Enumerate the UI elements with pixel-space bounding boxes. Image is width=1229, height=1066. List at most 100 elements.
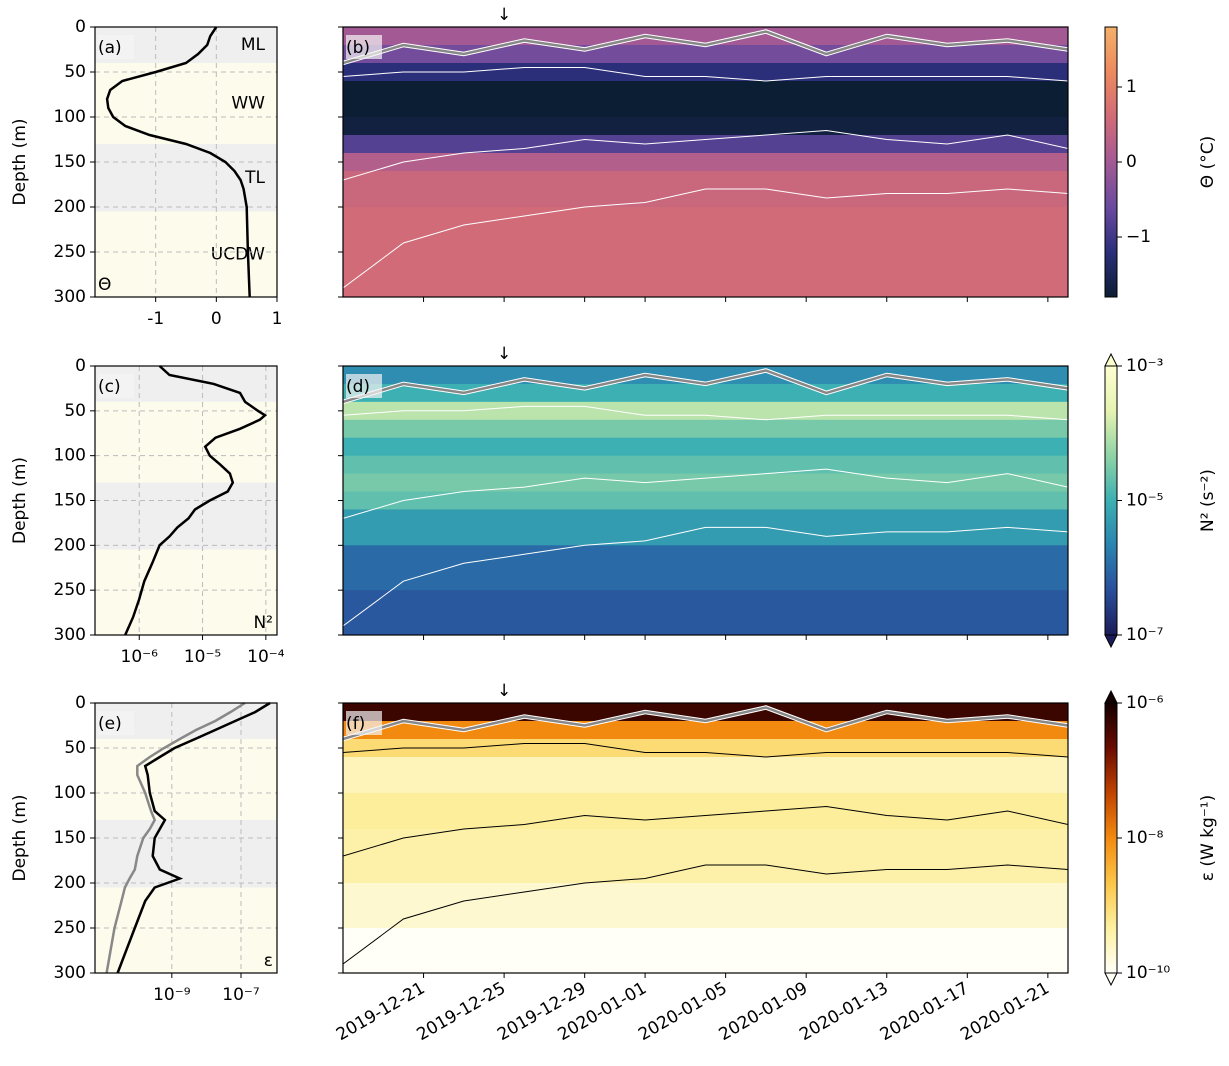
heat-band	[343, 99, 1068, 118]
heat-band	[343, 775, 1068, 794]
x-tick-label: 2020-01-05	[635, 978, 731, 1045]
y-tick-label: 200	[54, 535, 86, 555]
panel-label: (f)	[346, 714, 365, 734]
colorbar-label: N² (s⁻²)	[1198, 469, 1218, 532]
y-axis-label: Depth (m)	[10, 794, 30, 881]
layer-label: ML	[241, 35, 266, 55]
heat-band	[343, 883, 1068, 929]
heat-band	[343, 721, 1068, 740]
heat-band	[343, 135, 1068, 154]
panel-label-box	[346, 35, 382, 59]
profile-line	[124, 365, 268, 636]
colorbar-extend	[1104, 352, 1118, 367]
colorbar-tick-label: 10⁻⁶	[1126, 693, 1164, 713]
heat-band	[343, 545, 1068, 591]
layer-band	[95, 63, 277, 144]
colorbar	[1104, 702, 1118, 974]
panel-label: (c)	[98, 377, 121, 397]
heat-band	[343, 419, 1068, 439]
y-tick-label: 250	[54, 580, 86, 600]
layer-band	[95, 820, 277, 888]
corner-label: ε	[264, 951, 273, 971]
y-tick-label: 0	[75, 693, 86, 713]
panel-label-box	[98, 35, 134, 59]
y-tick-label: 300	[54, 625, 86, 645]
contour-line	[343, 864, 1068, 965]
heat-band	[343, 757, 1068, 776]
x-tick-label: 10⁻⁷	[222, 985, 260, 1005]
y-tick-label: 100	[54, 107, 86, 127]
contour-line	[343, 468, 1068, 519]
y-tick-label: 200	[54, 873, 86, 893]
heat-band	[343, 45, 1068, 64]
x-tick-label: -1	[147, 309, 164, 329]
x-tick-label: 10⁻⁵	[184, 647, 221, 667]
plot-area	[343, 366, 1068, 635]
colorbar-tick-label: 1	[1126, 77, 1137, 97]
contour-line	[343, 706, 1068, 741]
heat-band	[343, 473, 1068, 493]
heat-band	[343, 153, 1068, 172]
panel-label: (b)	[346, 38, 370, 58]
colorbar-tick-label: −1	[1126, 227, 1151, 247]
panel-label-box	[98, 374, 134, 398]
axes-frame	[94, 26, 278, 298]
arrow-annotation: ↓	[497, 5, 511, 25]
heat-band	[343, 437, 1068, 457]
arrow-annotation: ↓	[497, 681, 511, 701]
colorbar-label: ε (W kg⁻¹)	[1198, 795, 1218, 882]
contour-line	[343, 743, 1068, 758]
heat-band	[343, 811, 1068, 830]
heat-band	[343, 117, 1068, 136]
x-tick-label: 2020-01-17	[877, 978, 973, 1045]
y-tick-label: 100	[54, 446, 86, 466]
y-tick-label: 150	[54, 491, 86, 511]
contour-line	[343, 67, 1068, 82]
colorbar-tick-label: 10⁻¹⁰	[1126, 963, 1170, 983]
y-tick-label: 200	[54, 197, 86, 217]
x-tick-label: 2020-01-09	[716, 978, 812, 1045]
y-axis-label: Depth (m)	[10, 118, 30, 205]
profile-line	[105, 701, 246, 974]
layer-band	[95, 739, 277, 820]
y-tick-label: 0	[75, 17, 86, 37]
y-tick-label: 50	[64, 62, 86, 82]
panel-label-box	[346, 374, 382, 398]
layer-label: UCDW	[211, 244, 265, 264]
y-tick-label: 300	[54, 287, 86, 307]
colorbar-tick-label: 10⁻⁷	[1126, 625, 1164, 645]
y-tick-label: 300	[54, 963, 86, 983]
x-tick-label: 2019-12-25	[414, 978, 510, 1045]
colorbar-label: Θ (°C)	[1198, 136, 1218, 188]
y-tick-label: 150	[54, 828, 86, 848]
x-tick-label: 10⁻⁶	[121, 647, 159, 667]
heat-band	[343, 491, 1068, 510]
x-tick-label: 2020-01-21	[957, 978, 1053, 1045]
y-tick-label: 250	[54, 918, 86, 938]
y-tick-label: 250	[54, 242, 86, 262]
heat-band	[343, 590, 1068, 635]
profile-line	[116, 701, 271, 974]
x-tick-label: 0	[211, 309, 222, 329]
y-tick-label: 50	[64, 738, 86, 758]
colorbar-extend	[1104, 634, 1118, 649]
panel-label: (e)	[98, 714, 122, 734]
panel-label-box	[346, 711, 382, 735]
axes-frame	[94, 365, 278, 636]
heat-band	[343, 81, 1068, 100]
y-tick-label: 0	[75, 356, 86, 376]
x-tick-label: 2019-12-21	[333, 978, 429, 1045]
contour-line	[343, 405, 1068, 421]
layer-label: WW	[231, 94, 265, 114]
profile-line	[105, 26, 251, 298]
panel-label: (d)	[346, 377, 370, 397]
colorbar-tick-label: 10⁻⁸	[1126, 828, 1164, 848]
arrow-annotation: ↓	[497, 344, 511, 364]
colorbar	[1104, 365, 1118, 636]
plot-area	[343, 703, 1068, 973]
layer-band	[95, 482, 277, 550]
y-axis-label: Depth (m)	[10, 457, 30, 544]
corner-label: N²	[253, 613, 273, 633]
corner-label: Θ	[98, 275, 111, 295]
plot-area	[343, 27, 1068, 297]
